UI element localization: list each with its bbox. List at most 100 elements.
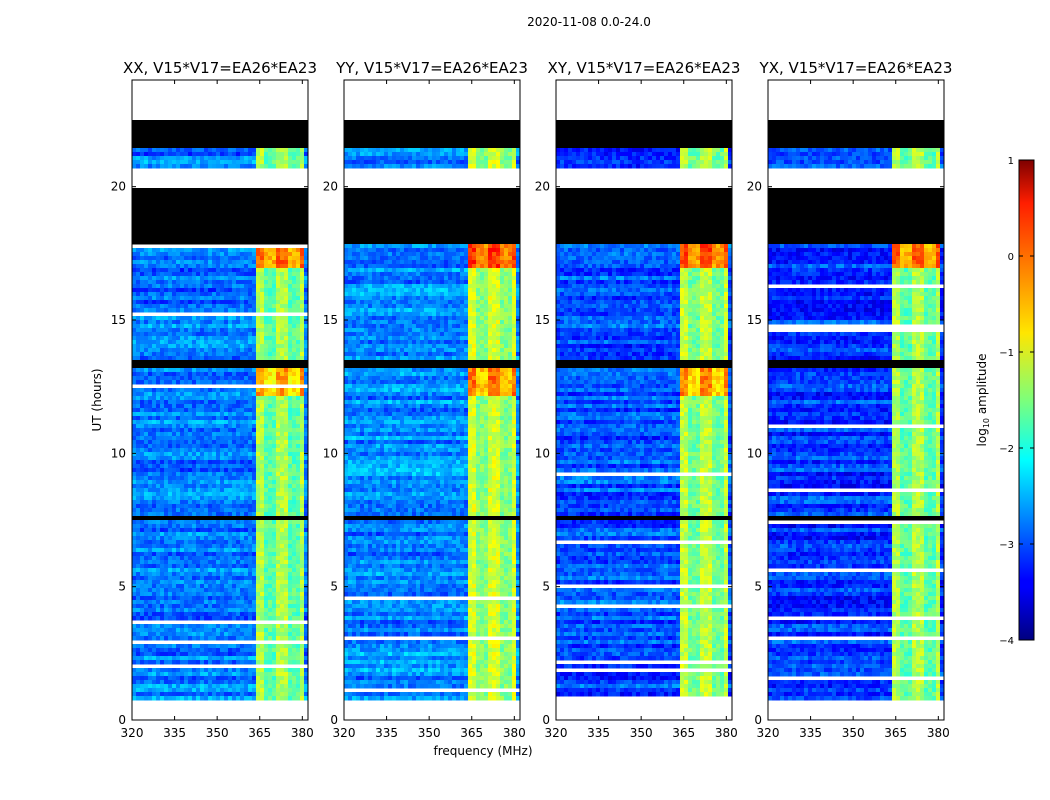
cell xyxy=(184,536,189,541)
cell xyxy=(288,260,293,265)
cell xyxy=(244,416,249,421)
cell xyxy=(132,392,137,397)
cell xyxy=(180,436,185,441)
cell xyxy=(192,500,197,505)
cell xyxy=(184,484,189,489)
cell xyxy=(164,372,169,377)
cell xyxy=(200,432,205,437)
cell xyxy=(204,528,209,533)
cell xyxy=(136,440,141,445)
cell xyxy=(196,488,201,493)
cell xyxy=(292,296,297,301)
cell xyxy=(256,632,261,637)
cell xyxy=(236,352,241,357)
cell xyxy=(268,476,273,481)
cell xyxy=(288,588,293,593)
cell xyxy=(200,400,205,405)
cell xyxy=(192,464,197,469)
cell xyxy=(224,468,229,473)
cell xyxy=(132,340,137,345)
cell xyxy=(236,148,241,153)
cell xyxy=(212,496,217,501)
cell xyxy=(260,552,265,557)
cell xyxy=(156,376,161,381)
cell xyxy=(216,500,221,505)
cell xyxy=(176,416,181,421)
cell xyxy=(276,624,281,629)
cell xyxy=(132,444,137,449)
cell xyxy=(228,544,233,549)
cell xyxy=(136,388,141,393)
cell xyxy=(132,272,137,277)
cell xyxy=(288,164,293,169)
cell xyxy=(140,548,145,553)
cell xyxy=(268,408,273,413)
cell xyxy=(232,652,237,657)
cell xyxy=(296,344,301,349)
cell xyxy=(160,412,165,417)
cell xyxy=(160,488,165,493)
cell xyxy=(212,356,217,361)
cell xyxy=(276,536,281,541)
cell xyxy=(168,604,173,609)
cell xyxy=(180,628,185,633)
cell xyxy=(196,648,201,653)
cell xyxy=(192,652,197,657)
cell xyxy=(224,332,229,337)
cell xyxy=(288,644,293,649)
cell xyxy=(208,684,213,689)
cell xyxy=(148,636,153,641)
cell xyxy=(184,644,189,649)
cell xyxy=(228,532,233,537)
cell xyxy=(300,252,305,257)
cell xyxy=(216,648,221,653)
cell xyxy=(300,600,305,605)
cell xyxy=(240,304,245,309)
cell xyxy=(268,628,273,633)
cell xyxy=(168,420,173,425)
cell xyxy=(176,272,181,277)
cell xyxy=(140,276,145,281)
cell xyxy=(132,148,137,153)
cell xyxy=(172,684,177,689)
cell xyxy=(160,568,165,573)
cell xyxy=(296,500,301,505)
cell xyxy=(180,684,185,689)
cell xyxy=(132,324,137,329)
flagged-row xyxy=(344,136,520,141)
cell xyxy=(256,568,261,573)
cell xyxy=(200,304,205,309)
cell xyxy=(216,684,221,689)
cell xyxy=(248,584,253,589)
cell xyxy=(172,472,177,477)
cell xyxy=(168,556,173,561)
cell xyxy=(272,512,277,517)
cell xyxy=(172,284,177,289)
cell xyxy=(184,616,189,621)
cell xyxy=(152,264,157,269)
cell xyxy=(196,404,201,409)
cell xyxy=(284,552,289,557)
cell xyxy=(216,260,221,265)
cell xyxy=(276,156,281,161)
cell xyxy=(300,484,305,489)
cell xyxy=(164,288,169,293)
cell xyxy=(304,348,309,353)
cell xyxy=(228,256,233,261)
cell xyxy=(304,504,309,509)
cell xyxy=(280,692,285,697)
cell xyxy=(292,584,297,589)
cell xyxy=(240,628,245,633)
cell xyxy=(208,564,213,569)
cell xyxy=(276,336,281,341)
cell xyxy=(256,292,261,297)
cell xyxy=(172,668,177,673)
cell xyxy=(156,656,161,661)
cell xyxy=(144,520,149,525)
cell xyxy=(132,260,137,265)
cell xyxy=(236,160,241,165)
cell xyxy=(156,572,161,577)
cell xyxy=(172,544,177,549)
cell xyxy=(268,328,273,333)
cell xyxy=(160,332,165,337)
